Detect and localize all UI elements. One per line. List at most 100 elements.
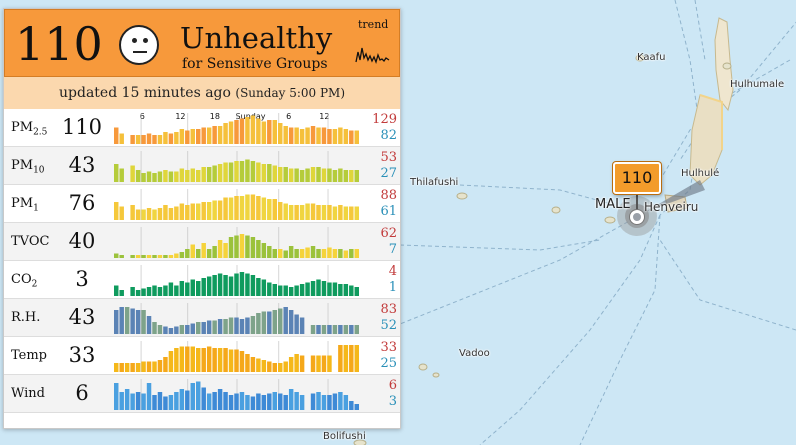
chart-bar — [206, 393, 212, 410]
chart-bar — [305, 203, 310, 220]
metric-max: 62 — [380, 226, 397, 241]
axis-tick-label: 18 — [209, 112, 220, 121]
chart-bar — [141, 209, 146, 220]
chart-bar — [332, 170, 338, 182]
chart-bar — [349, 345, 354, 372]
chart-bar — [327, 129, 332, 144]
chart-bar — [168, 133, 174, 144]
chart-bar — [288, 246, 294, 258]
chart-bar — [135, 290, 141, 296]
metric-row[interactable]: Temp 33 33 25 — [4, 337, 400, 375]
chart-bar — [119, 392, 124, 410]
chart-bar — [250, 194, 256, 220]
chart-bar — [152, 255, 157, 258]
chart-bar — [201, 387, 206, 410]
metric-row[interactable]: PM2.5 110 129 82 — [4, 109, 400, 147]
chart-bar — [267, 282, 272, 296]
chart-bar — [299, 284, 305, 296]
chart-bar — [332, 129, 338, 144]
metric-row[interactable]: R.H. 43 83 52 — [4, 299, 400, 337]
metric-name: PM — [11, 196, 34, 211]
chart-bar — [217, 348, 223, 372]
chart-bar — [338, 345, 343, 372]
chart-bar — [141, 135, 146, 144]
metric-bar-chart[interactable] — [114, 151, 360, 182]
aqi-header: 110 Unhealthy for Sensitive Groups trend — [4, 9, 400, 77]
chart-bar — [294, 285, 299, 296]
metric-bar-chart[interactable] — [114, 265, 360, 296]
metric-row[interactable]: Wind 6 6 3 — [4, 375, 400, 413]
chart-bar — [179, 389, 185, 410]
trend-sparkline-icon[interactable] — [355, 40, 391, 66]
chart-bar — [327, 282, 332, 296]
chart-bar — [354, 249, 359, 258]
chart-bar — [316, 249, 321, 258]
chart-bar — [310, 281, 316, 296]
chart-bar — [321, 168, 327, 182]
chart-bar — [354, 206, 359, 220]
chart-bar — [267, 164, 272, 182]
chart-bar — [196, 129, 201, 144]
chart-bar — [206, 127, 212, 144]
chart-bar — [130, 287, 135, 296]
chart-bar — [152, 173, 157, 182]
chart-bar — [316, 325, 321, 334]
chart-bar — [163, 285, 168, 296]
chart-bar — [338, 205, 343, 220]
chart-bar — [217, 389, 223, 410]
metric-bar-chart[interactable] — [114, 379, 360, 410]
chart-bar — [179, 281, 185, 296]
updated-text: updated 15 minutes ago — [59, 85, 231, 101]
chart-bar — [338, 325, 343, 334]
chart-bar — [283, 250, 288, 258]
chart-bar — [272, 363, 277, 372]
chart-bar — [267, 361, 272, 372]
metric-row[interactable]: PM1 76 88 61 — [4, 185, 400, 223]
chart-bar — [272, 392, 277, 410]
chart-bar — [283, 126, 288, 144]
chart-bar — [305, 282, 310, 296]
chart-bar — [179, 168, 185, 182]
chart-bar — [294, 127, 299, 144]
chart-bar — [212, 126, 217, 144]
metric-subscript: 10 — [33, 165, 45, 176]
chart-bar — [316, 167, 321, 182]
metric-bar-chart[interactable] — [114, 341, 360, 372]
chart-bar — [185, 390, 190, 410]
chart-bar — [174, 285, 179, 296]
chart-bar — [343, 345, 349, 372]
chart-bar — [256, 393, 261, 410]
station-location-dot[interactable] — [630, 210, 644, 224]
metric-bar-chart[interactable] — [114, 303, 360, 334]
metric-row[interactable]: PM10 43 53 27 — [4, 147, 400, 185]
chart-bar — [239, 319, 245, 334]
chart-bar — [288, 389, 294, 410]
chart-bar — [256, 278, 261, 296]
chart-bar — [234, 196, 239, 220]
chart-bar — [294, 205, 299, 220]
map-label-bolifushi: Bolifushi — [323, 431, 366, 442]
metric-min: 27 — [380, 166, 397, 181]
chart-bar — [223, 348, 228, 372]
chart-bar — [245, 235, 250, 258]
chart-bar — [146, 171, 152, 182]
metric-row[interactable]: TVOC 40 62 7 — [4, 223, 400, 261]
chart-bar — [217, 200, 223, 220]
chart-bar — [272, 284, 277, 296]
metric-bar-chart[interactable] — [114, 227, 360, 258]
metric-row[interactable]: CO2 3 4 1 — [4, 261, 400, 299]
metric-bar-chart[interactable] — [114, 189, 360, 220]
chart-bar — [135, 135, 141, 144]
chart-bar — [234, 349, 239, 372]
station-marker[interactable]: 110 — [613, 162, 661, 194]
aqi-level-subtitle: for Sensitive Groups — [182, 56, 328, 72]
chart-bar — [135, 310, 141, 334]
metric-label: PM10 — [11, 158, 45, 176]
chart-bar — [201, 127, 206, 144]
metric-bar-chart[interactable] — [114, 113, 360, 144]
chart-bar — [130, 308, 135, 334]
chart-bar — [278, 363, 283, 372]
chart-bar — [239, 161, 245, 182]
chart-bar — [245, 317, 250, 334]
